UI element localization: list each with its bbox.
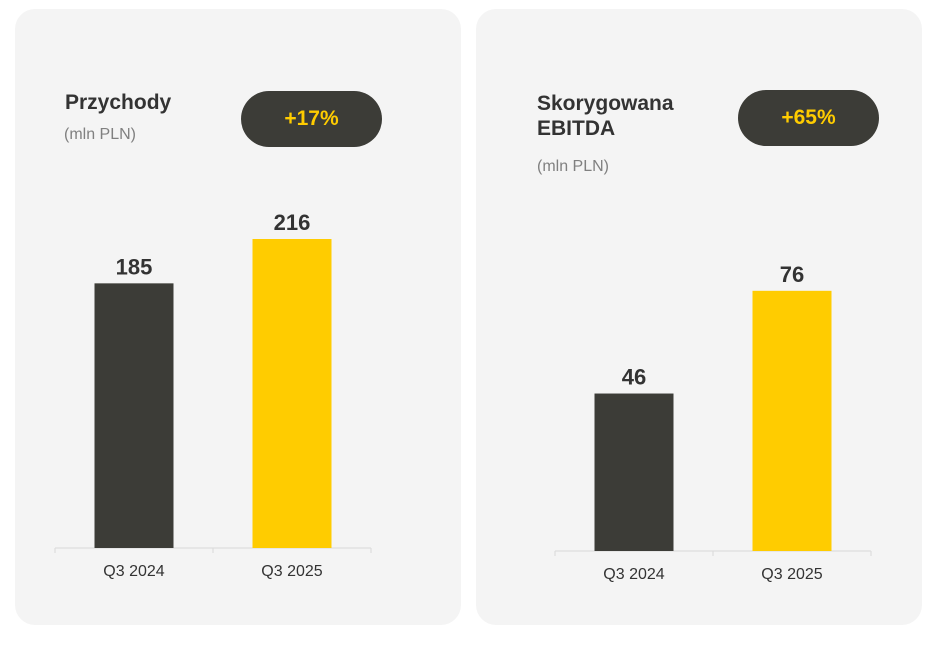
bar-q3-2025 <box>252 239 332 548</box>
chart-title: Skorygowana EBITDA <box>537 92 674 140</box>
ebitda-card: Skorygowana EBITDA (mln PLN) +65% 46 Q3 2… <box>476 9 922 625</box>
category-label: Q3 2024 <box>603 566 664 583</box>
growth-badge: +17% <box>241 91 382 147</box>
bar-q3-2024 <box>94 283 174 548</box>
chart-unit: (mln PLN) <box>537 158 610 175</box>
revenue-bar-chart: 185 Q3 2024 216 Q3 2025 <box>54 210 372 580</box>
ebitda-bar-chart: 46 Q3 2024 76 Q3 2025 <box>554 262 872 583</box>
revenue-card: Przychody (mln PLN) +17% 185 Q3 2024 216 Q3… <box>15 9 461 625</box>
bar-q3-2024 <box>594 393 674 551</box>
chart-title: Przychody <box>65 91 172 114</box>
category-label: Q3 2024 <box>103 563 164 580</box>
chart-unit: (mln PLN) <box>64 126 137 143</box>
bar-q3-2025 <box>752 290 832 551</box>
category-label: Q3 2025 <box>261 563 322 580</box>
bar-value-label: 46 <box>622 365 646 390</box>
bar-value-label: 185 <box>116 254 153 279</box>
bar-value-label: 216 <box>274 210 311 235</box>
growth-badge: +65% <box>738 90 879 146</box>
bar-value-label: 76 <box>780 262 804 287</box>
category-label: Q3 2025 <box>761 566 822 583</box>
